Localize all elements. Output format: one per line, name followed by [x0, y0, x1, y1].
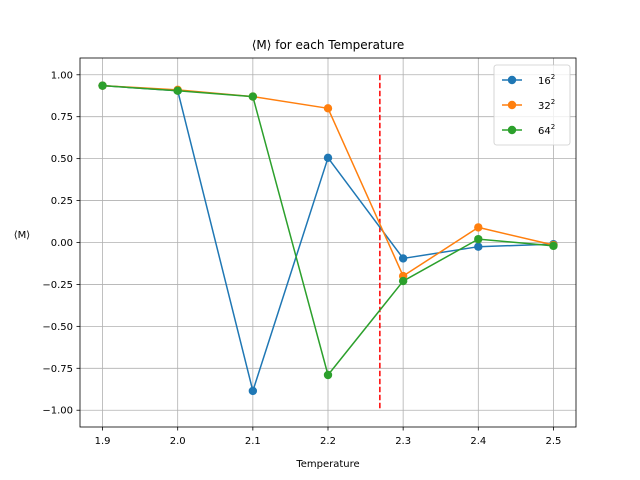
y-tick-label: 1.00: [51, 70, 73, 81]
x-tick-label: 2.4: [470, 436, 486, 447]
data-point: [98, 81, 107, 90]
y-tick-label: 0.25: [51, 196, 73, 207]
y-tick-label: 0.75: [51, 112, 73, 123]
x-tick-label: 2.1: [245, 436, 261, 447]
x-tick-label: 2.5: [546, 436, 562, 447]
data-point: [248, 92, 258, 101]
x-tick-label: 1.9: [95, 436, 111, 447]
legend-label: 162: [538, 73, 555, 87]
data-point: [474, 234, 483, 244]
y-tick-label: −0.25: [42, 280, 73, 291]
data-point: [398, 276, 408, 286]
data-point: [398, 254, 408, 263]
legend-marker: [507, 75, 517, 85]
data-point: [323, 153, 333, 162]
data-point: [549, 241, 558, 251]
y-tick-label: −0.75: [42, 364, 73, 375]
legend-label-exponent: 2: [551, 123, 555, 131]
legend-label-exponent: 2: [551, 98, 555, 106]
series-layer: [98, 81, 558, 396]
y-axis: −1.00 −0.75 −0.50 −0.25 0.00 0.25 0.50 0.75 1.00: [42, 70, 80, 417]
legend-box: [493, 64, 571, 146]
x-tick-label: 2.0: [170, 436, 186, 447]
data-point: [474, 223, 483, 232]
x-tick-label: 2.2: [320, 436, 336, 447]
data-point: [173, 86, 182, 95]
chart-title: ⟨M⟩ for each Temperature: [252, 38, 405, 52]
legend-label-base: 64: [538, 126, 551, 137]
legend-marker: [507, 125, 517, 135]
data-point: [474, 242, 483, 251]
series-64: [98, 81, 558, 380]
legend-label-base: 16: [538, 76, 551, 87]
y-tick-label: 0.00: [51, 238, 73, 249]
x-axis: 1.9 2.0 2.1 2.2 2.3 2.4 2.5: [95, 427, 562, 447]
y-axis-title: ⟨M⟩: [14, 230, 31, 241]
legend-label-base: 32: [538, 101, 551, 112]
data-point: [323, 370, 333, 380]
data-point: [248, 386, 258, 396]
x-axis-title: Temperature: [295, 459, 359, 470]
legend-label: 642: [538, 123, 555, 137]
legend-label-exponent: 2: [551, 73, 555, 81]
legend-label: 322: [538, 98, 555, 112]
y-tick-label: −1.00: [42, 406, 73, 417]
y-tick-label: 0.50: [51, 154, 73, 165]
x-tick-label: 2.3: [395, 436, 411, 447]
data-point: [323, 104, 333, 113]
y-tick-label: −0.50: [42, 322, 73, 333]
legend-marker: [507, 100, 517, 110]
